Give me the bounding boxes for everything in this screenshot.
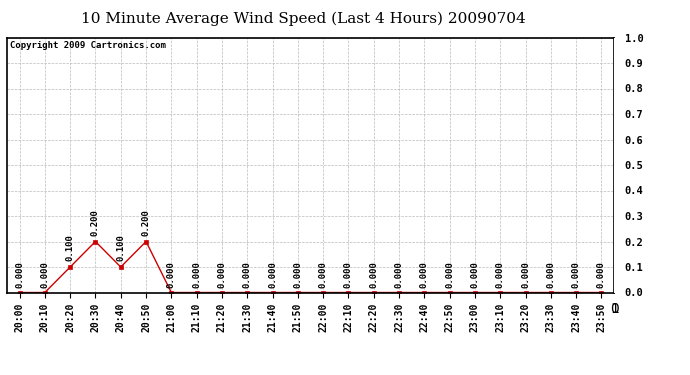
Text: 0.200: 0.200 [141,209,150,236]
Text: 0.000: 0.000 [597,261,606,288]
Text: 0.000: 0.000 [217,261,226,288]
Text: 0.000: 0.000 [445,261,454,288]
Text: 0.000: 0.000 [471,261,480,288]
Text: 10 Minute Average Wind Speed (Last 4 Hours) 20090704: 10 Minute Average Wind Speed (Last 4 Hou… [81,11,526,26]
Text: 0.000: 0.000 [15,261,24,288]
Text: 0.100: 0.100 [116,235,126,261]
Text: 0.200: 0.200 [91,209,100,236]
Text: 0.000: 0.000 [268,261,277,288]
Text: 0.000: 0.000 [319,261,328,288]
Text: 0.000: 0.000 [243,261,252,288]
Text: 0.000: 0.000 [167,261,176,288]
Text: 0.000: 0.000 [293,261,302,288]
Text: 0.000: 0.000 [420,261,429,288]
Text: 0.000: 0.000 [344,261,353,288]
Text: 0.000: 0.000 [395,261,404,288]
Text: 0.100: 0.100 [66,235,75,261]
Text: 0.000: 0.000 [40,261,50,288]
Text: 0.000: 0.000 [495,261,505,288]
Text: 0.000: 0.000 [192,261,201,288]
Text: 0.000: 0.000 [521,261,530,288]
Text: 0.000: 0.000 [571,261,581,288]
Text: 0.000: 0.000 [369,261,378,288]
Text: Copyright 2009 Cartronics.com: Copyright 2009 Cartronics.com [10,41,166,50]
Text: 0.000: 0.000 [546,261,555,288]
